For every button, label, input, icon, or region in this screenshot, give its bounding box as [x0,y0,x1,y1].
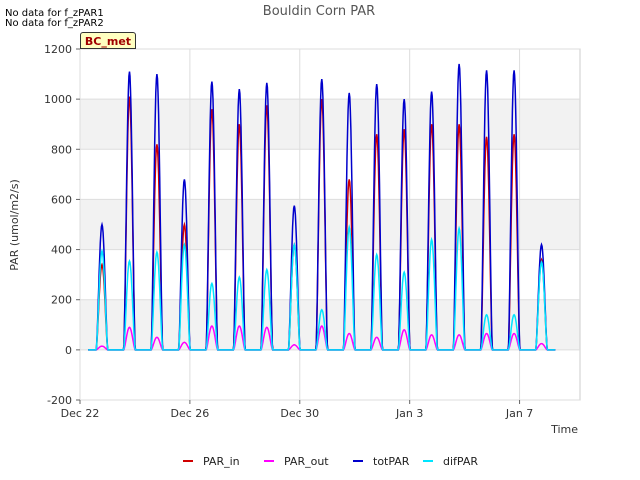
grid [79,48,580,401]
y-tick-label: 200 [51,294,72,307]
no-data-note-2: No data for f_zPAR2 [5,18,104,29]
plot-area [79,48,581,401]
site-badge: BC_met [80,32,136,49]
x-axis-label: Time [550,423,578,436]
x-tick-label: Dec 26 [170,407,209,420]
y-tick-label: 1200 [44,43,72,56]
legend: PAR_in PAR_out totPAR difPAR [183,455,478,468]
series-layer [88,63,556,351]
plot-band [80,249,580,300]
y-tick-label: 800 [51,143,72,156]
y-tick-label: 600 [51,193,72,206]
plot-band [80,49,580,100]
plot-band [80,349,580,400]
legend-label-totPAR: totPAR [373,455,410,468]
legend-label-difPAR: difPAR [443,455,478,468]
y-tick-label: 400 [51,244,72,257]
plot-band [80,299,580,350]
x-axis: Dec 22 Dec 26 Dec 30 Jan 3 Jan 7 [61,400,533,420]
y-axis-label: PAR (umol/m2/s) [8,179,21,271]
legend-label-PAR_out: PAR_out [284,455,329,468]
no-data-note-1: No data for f_zPAR1 [5,8,104,19]
plot-band [80,99,580,150]
x-tick-label: Jan 3 [395,407,423,420]
chart-title: Bouldin Corn PAR [263,4,375,19]
legend-label-PAR_in: PAR_in [203,455,240,468]
plot-band [80,199,580,250]
x-tick-label: Dec 30 [280,407,319,420]
series-line-difPAR [88,224,556,351]
y-tick-label: -200 [47,394,72,407]
y-axis: -200 0 200 400 600 800 1000 1200 [44,43,80,407]
y-tick-label: 0 [65,344,72,357]
x-tick-label: Dec 22 [61,407,100,420]
plot-band [80,149,580,200]
x-tick-label: Jan 7 [505,407,533,420]
y-tick-label: 1000 [44,93,72,106]
